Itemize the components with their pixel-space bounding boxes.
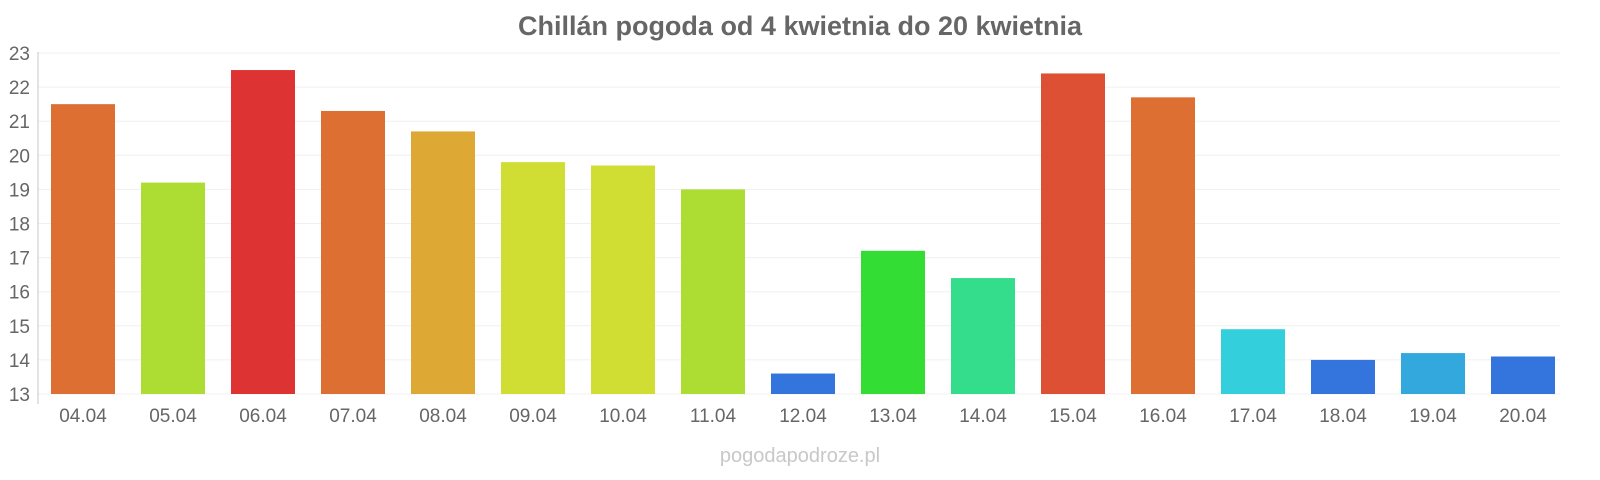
x-tick-label: 09.04 (509, 406, 557, 427)
y-tick-label: 18 (9, 215, 30, 236)
x-tick-label: 16.04 (1139, 406, 1187, 427)
y-tick-label: 16 (9, 283, 30, 304)
y-tick-label: 19 (9, 180, 30, 201)
x-tick-label: 15.04 (1049, 406, 1097, 427)
y-tick-label: 20 (9, 146, 30, 167)
y-tick-label: 15 (9, 317, 30, 338)
bar-07.04 (321, 110, 385, 394)
y-tick-label: 21 (9, 112, 30, 133)
bar-18.04 (1311, 359, 1375, 394)
x-tick-label: 20.04 (1499, 406, 1547, 427)
bar-06.04 (231, 70, 295, 395)
x-tick-label: 06.04 (239, 406, 287, 427)
x-tick-label: 10.04 (599, 406, 647, 427)
x-tick-label: 07.04 (329, 406, 377, 427)
x-tick-label: 19.04 (1409, 406, 1457, 427)
x-tick-label: 17.04 (1229, 406, 1277, 427)
bar-13.04 (861, 250, 925, 394)
bar-08.04 (411, 131, 475, 394)
bar-19.04 (1401, 353, 1465, 394)
bar-17.04 (1221, 329, 1285, 394)
bar-09.04 (501, 162, 565, 394)
bar-15.04 (1041, 73, 1105, 395)
x-tick-label: 04.04 (59, 406, 107, 427)
bar-04.04 (51, 104, 115, 395)
x-tick-label: 14.04 (959, 406, 1007, 427)
x-tick-label: 18.04 (1319, 406, 1367, 427)
x-tick-label: 13.04 (869, 406, 917, 427)
x-tick-label: 11.04 (690, 406, 737, 427)
y-tick-label: 23 (9, 44, 30, 65)
bar-16.04 (1131, 97, 1195, 394)
chart-title: Chillán pogoda od 4 kwietnia do 20 kwiet… (518, 11, 1083, 41)
y-tick-label: 13 (9, 385, 30, 406)
y-tick-label: 17 (9, 249, 30, 270)
bar-05.04 (141, 182, 205, 394)
bar-10.04 (591, 165, 655, 394)
bar-14.04 (951, 278, 1015, 394)
x-tick-label: 08.04 (419, 406, 467, 427)
y-tick-label: 22 (9, 78, 30, 99)
y-tick-label: 14 (9, 351, 31, 372)
bar-11.04 (681, 189, 745, 394)
watermark: pogodapodroze.pl (720, 445, 880, 467)
x-tick-label: 12.04 (779, 406, 827, 427)
bar-20.04 (1491, 356, 1555, 394)
x-tick-label: 05.04 (149, 406, 197, 427)
bar-12.04 (771, 373, 835, 394)
